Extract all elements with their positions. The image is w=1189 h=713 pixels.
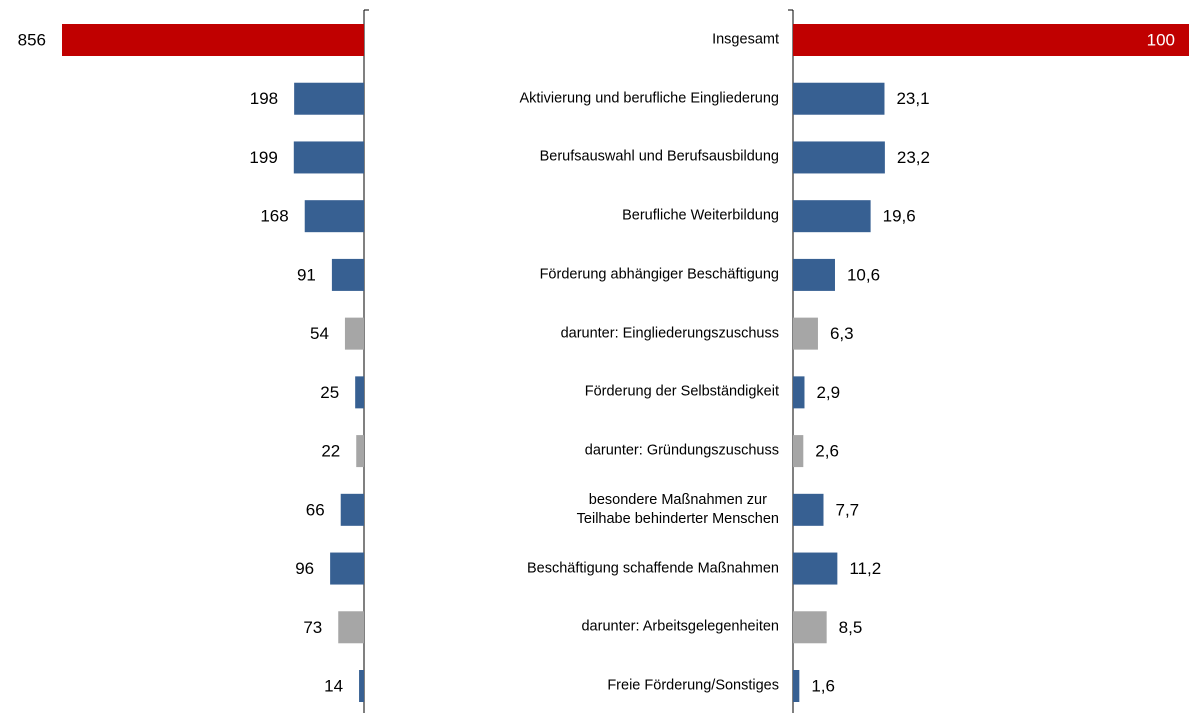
bar xyxy=(330,552,364,585)
bar xyxy=(793,376,805,409)
value-label: 199 xyxy=(249,148,277,167)
bar xyxy=(793,611,827,644)
bar xyxy=(793,317,818,350)
value-label: 198 xyxy=(250,89,278,108)
value-label: 2,9 xyxy=(816,383,840,402)
bar xyxy=(338,611,364,644)
category-label: Förderung abhängiger Beschäftigung xyxy=(539,266,779,283)
bar xyxy=(331,258,364,291)
bar xyxy=(793,200,871,233)
value-label: 168 xyxy=(260,207,288,226)
bar xyxy=(344,317,364,350)
value-label: 7,7 xyxy=(835,500,859,519)
value-label: 19,6 xyxy=(883,207,916,226)
value-label: 96 xyxy=(295,559,314,578)
bar xyxy=(62,24,364,56)
bar xyxy=(793,24,1189,56)
bar xyxy=(793,141,885,174)
value-label: 10,6 xyxy=(847,265,880,284)
value-label: 73 xyxy=(303,618,322,637)
value-label: 100 xyxy=(1147,30,1175,49)
value-label: 66 xyxy=(306,500,325,519)
value-label: 6,3 xyxy=(830,324,854,343)
category-label: Berufliche Weiterbildung xyxy=(622,207,779,224)
category-label: Freie Förderung/Sonstiges xyxy=(607,677,779,694)
category-label: darunter: Arbeitsgelegenheiten xyxy=(581,618,779,635)
value-label: 25 xyxy=(320,383,339,402)
bar xyxy=(793,82,885,115)
category-label: Förderung der Selbständigkeit xyxy=(584,383,779,400)
bar xyxy=(293,141,364,174)
value-label: 2,6 xyxy=(815,442,839,461)
bar xyxy=(356,435,364,468)
category-label: Beschäftigung schaffende Maßnahmen xyxy=(526,560,779,577)
bar xyxy=(355,376,364,409)
category-label: darunter: Eingliederungszuschuss xyxy=(560,325,779,342)
bar xyxy=(793,258,835,291)
category-label: Berufsauswahl und Berufsausbildung xyxy=(539,148,779,165)
bar xyxy=(359,670,364,702)
value-label: 856 xyxy=(18,30,46,49)
value-label: 1,6 xyxy=(811,676,835,695)
category-label: Aktivierung und berufliche Eingliederung xyxy=(519,90,779,107)
value-label: 54 xyxy=(310,324,329,343)
bar xyxy=(793,493,824,526)
category-label: besondere Maßnahmen zur Teilhabe behinde… xyxy=(576,491,779,527)
category-label: darunter: Gründungszuschuss xyxy=(584,442,779,459)
bar xyxy=(340,493,364,526)
value-label: 14 xyxy=(324,676,343,695)
value-label: 11,2 xyxy=(849,559,881,578)
bar xyxy=(294,82,364,115)
value-label: 22 xyxy=(321,442,340,461)
bar xyxy=(793,435,804,468)
category-label: Insgesamt xyxy=(712,31,779,48)
value-label: 23,1 xyxy=(896,89,929,108)
bar xyxy=(793,670,800,702)
bar xyxy=(793,552,838,585)
value-label: 8,5 xyxy=(839,618,863,637)
bar xyxy=(304,200,364,233)
value-label: 23,2 xyxy=(897,148,930,167)
value-label: 91 xyxy=(297,265,316,284)
